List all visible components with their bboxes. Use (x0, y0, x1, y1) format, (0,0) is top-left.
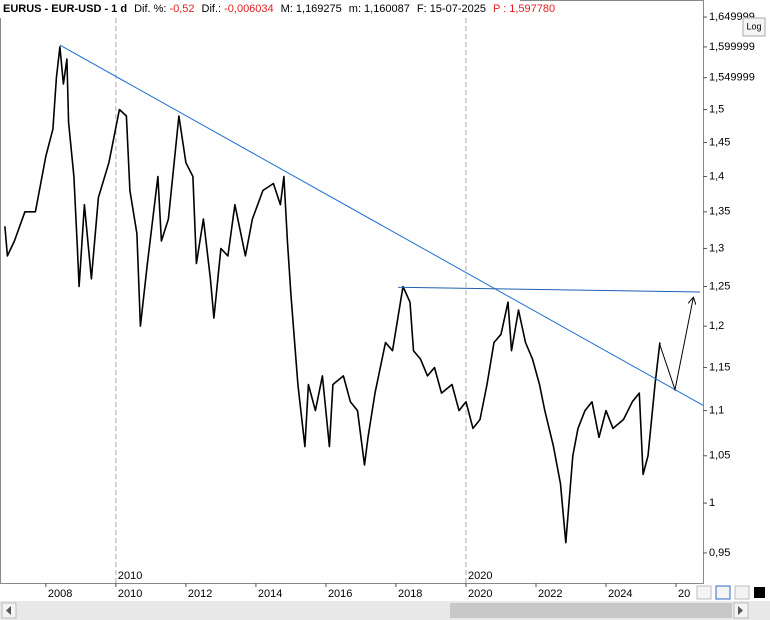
header: EURUS - EUR-USD - 1 d Dif. %: -0,52 Dif.: -0… (3, 3, 555, 15)
header-field: m: (349, 3, 361, 15)
scroll-right-icon (738, 606, 743, 615)
y-tick-label: 1,549999 (709, 72, 755, 84)
x-tick-label: 2008 (48, 588, 72, 600)
header-field: EURUS - EUR-USD - 1 d (3, 3, 127, 15)
y-tick-label: 1,5 (709, 103, 724, 115)
header-field: Dif.: (202, 3, 222, 15)
x-tick-label: 2022 (538, 588, 562, 600)
x-tick-label: 2010 (118, 588, 142, 600)
layout-button[interactable] (715, 585, 731, 600)
header-field: M: (281, 3, 293, 15)
x-tick-label: 2018 (398, 588, 422, 600)
y-tick-label: 1,3 (709, 242, 724, 254)
header-field: 1,169275 (296, 3, 342, 15)
header-field: P : (493, 3, 506, 15)
y-tick-label: 1,05 (709, 450, 730, 462)
log-button[interactable] (742, 17, 766, 37)
y-tick-label: 1,4 (709, 170, 724, 182)
trend-line (398, 286, 701, 293)
color-button[interactable] (754, 587, 765, 598)
scroll-left-icon (6, 606, 11, 615)
x-tick-label: 2014 (258, 588, 282, 600)
y-tick-label: 1,2 (709, 320, 724, 332)
y-tick-label: 1,25 (709, 280, 730, 292)
header-field: -0,52 (169, 3, 194, 15)
y-tick-label: 1,45 (709, 136, 730, 148)
period-label: 2010 (118, 570, 142, 582)
header-field: 1,160087 (364, 3, 410, 15)
x-tick-label: 2012 (188, 588, 212, 600)
period-label: 2020 (468, 570, 492, 582)
scroll-thumb[interactable] (450, 603, 732, 618)
y-tick-label: 1,1 (709, 405, 724, 417)
price-line (4, 46, 661, 544)
header-field: 15-07-2025 (430, 3, 486, 15)
trend-line (659, 298, 693, 392)
y-tick-label: 1,35 (709, 206, 730, 218)
y-tick-label: 1 (709, 497, 715, 509)
y-tick-label: 0,95 (709, 547, 730, 559)
header-field: F: (417, 3, 427, 15)
log-button-label: Log (746, 21, 761, 31)
x-tick-label: 20 (678, 588, 690, 600)
y-tick-label: 1,15 (709, 361, 730, 373)
zoom-button[interactable] (696, 585, 712, 600)
header-field: Dif. %: (134, 3, 166, 15)
trend-line (59, 44, 704, 406)
x-tick-label: 2016 (328, 588, 352, 600)
x-tick-label: 2020 (468, 588, 492, 600)
close-button[interactable] (734, 585, 750, 600)
x-tick-label: 2024 (608, 588, 632, 600)
header-field: -0,006034 (224, 3, 274, 15)
y-tick-label: 1,599999 (709, 41, 755, 53)
header-field: 1,597780 (509, 3, 555, 15)
header-bar (0, 0, 520, 18)
